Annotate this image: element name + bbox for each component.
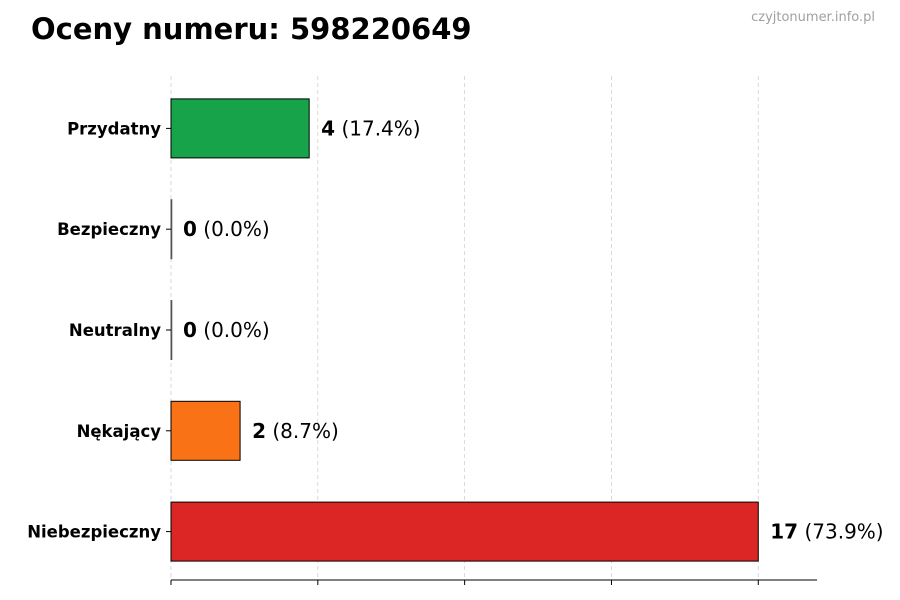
value-percent: (0.0%) xyxy=(197,318,270,342)
data-label: 0 (0.0%) xyxy=(183,217,270,241)
data-label: 4 (17.4%) xyxy=(321,116,420,140)
bar xyxy=(170,199,173,260)
value-percent: (17.4%) xyxy=(335,116,421,140)
category-label: Nękający xyxy=(77,422,162,441)
watermark: czyjtonumer.info.pl xyxy=(751,10,875,25)
category-label: Przydatny xyxy=(67,119,161,138)
value-count: 0 xyxy=(183,217,197,241)
bar xyxy=(170,98,310,159)
value-count: 0 xyxy=(183,318,197,342)
category-label: Neutralny xyxy=(69,321,161,340)
value-percent: (73.9%) xyxy=(798,520,884,544)
value-percent: (0.0%) xyxy=(197,217,270,241)
bar xyxy=(170,300,173,360)
value-percent: (8.7%) xyxy=(266,419,339,443)
value-count: 2 xyxy=(252,419,266,443)
value-count: 4 xyxy=(321,116,335,140)
category-label: Bezpieczny xyxy=(57,220,161,239)
chart-title: Oceny numeru: 598220649 xyxy=(31,12,472,46)
bar xyxy=(170,400,241,461)
bar xyxy=(170,501,759,562)
category-label: Niebezpieczny xyxy=(27,523,161,542)
data-label: 0 (0.0%) xyxy=(183,318,270,342)
value-count: 17 xyxy=(770,520,798,544)
data-label: 2 (8.7%) xyxy=(252,419,339,443)
data-label: 17 (73.9%) xyxy=(770,520,883,544)
